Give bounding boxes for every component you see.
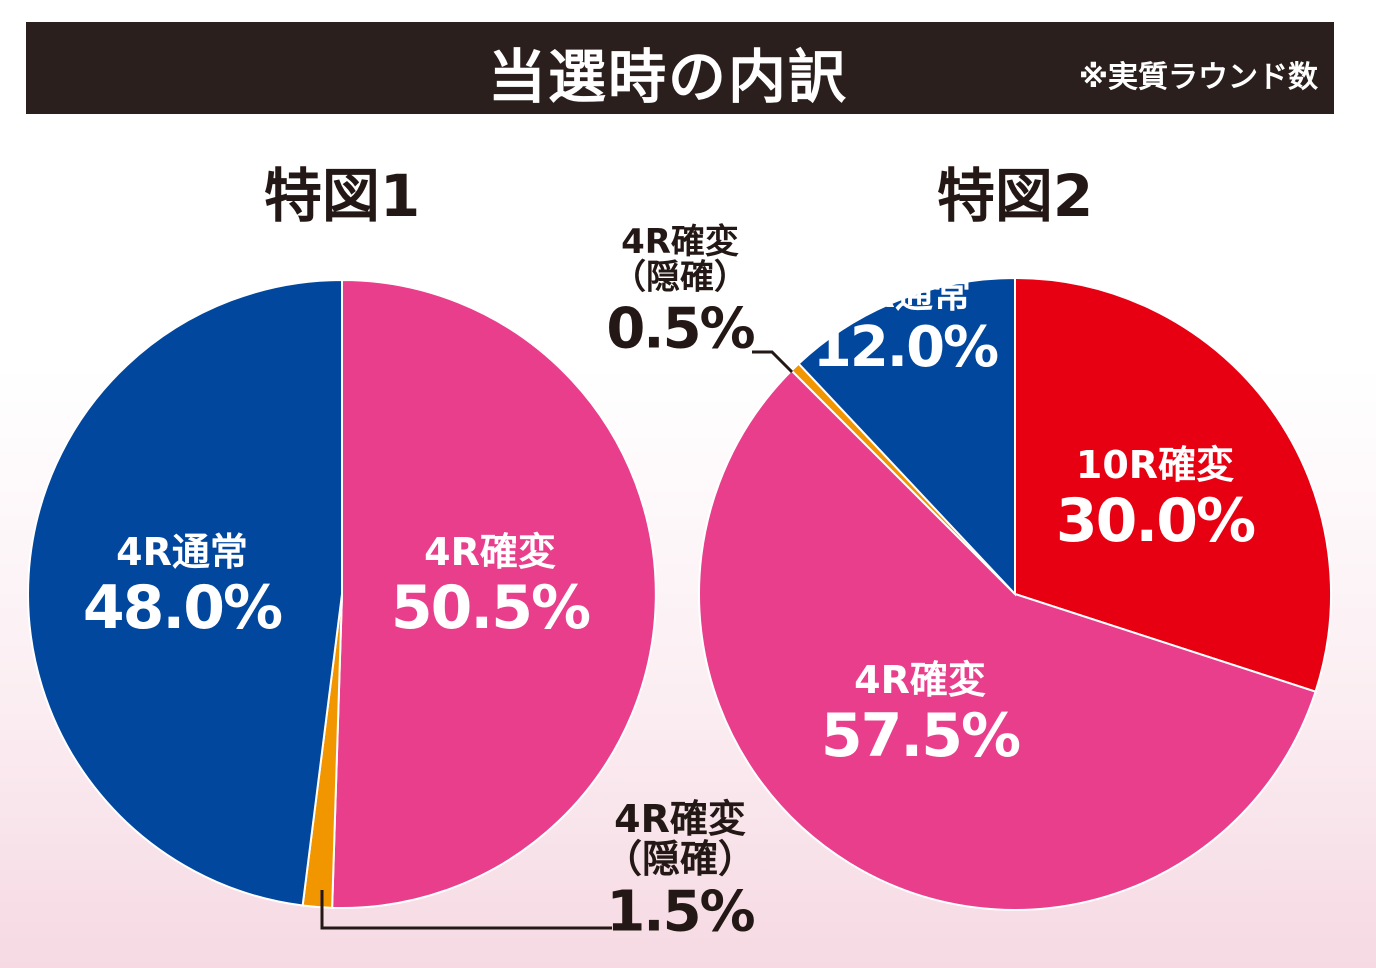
slice-label: 10R確変 — [1076, 443, 1234, 487]
slice-value: 0.5% — [606, 297, 754, 362]
slice-value: 48.0% — [83, 573, 282, 643]
slice-label: 4R通常 — [116, 530, 248, 574]
leader-line — [320, 890, 612, 930]
slice-value: 57.5% — [821, 701, 1020, 771]
pie-slice — [1014, 276, 1332, 693]
chart-title: 特図2 — [937, 162, 1093, 230]
pie-slice — [331, 278, 657, 909]
slice-value: 30.0% — [1056, 486, 1255, 556]
header-bar: 当選時の内訳 ※実質ラウンド数 — [26, 22, 1334, 114]
slice-label: （隠確） — [604, 837, 756, 881]
leader-line — [752, 350, 794, 374]
slice-value: 12.0% — [813, 315, 998, 380]
slice-value: 1.5% — [606, 880, 754, 945]
slice-value: 50.5% — [391, 573, 590, 643]
pie-slice — [27, 278, 343, 907]
pie-slice — [697, 369, 1317, 911]
chart-title: 特図1 — [264, 162, 420, 230]
slice-label: 4R通常 — [839, 272, 971, 316]
header-title: 当選時の内訳 — [488, 43, 849, 111]
pie-slice — [797, 276, 1016, 597]
header-note: ※実質ラウンド数 — [1078, 60, 1318, 95]
slice-label: 4R確変 — [424, 530, 556, 574]
slice-label: 4R確変 — [854, 658, 986, 702]
slice-label: 4R確変 — [614, 797, 746, 841]
slice-label: （隠確） — [612, 258, 748, 298]
slice-label: 4R確変 — [621, 222, 739, 262]
